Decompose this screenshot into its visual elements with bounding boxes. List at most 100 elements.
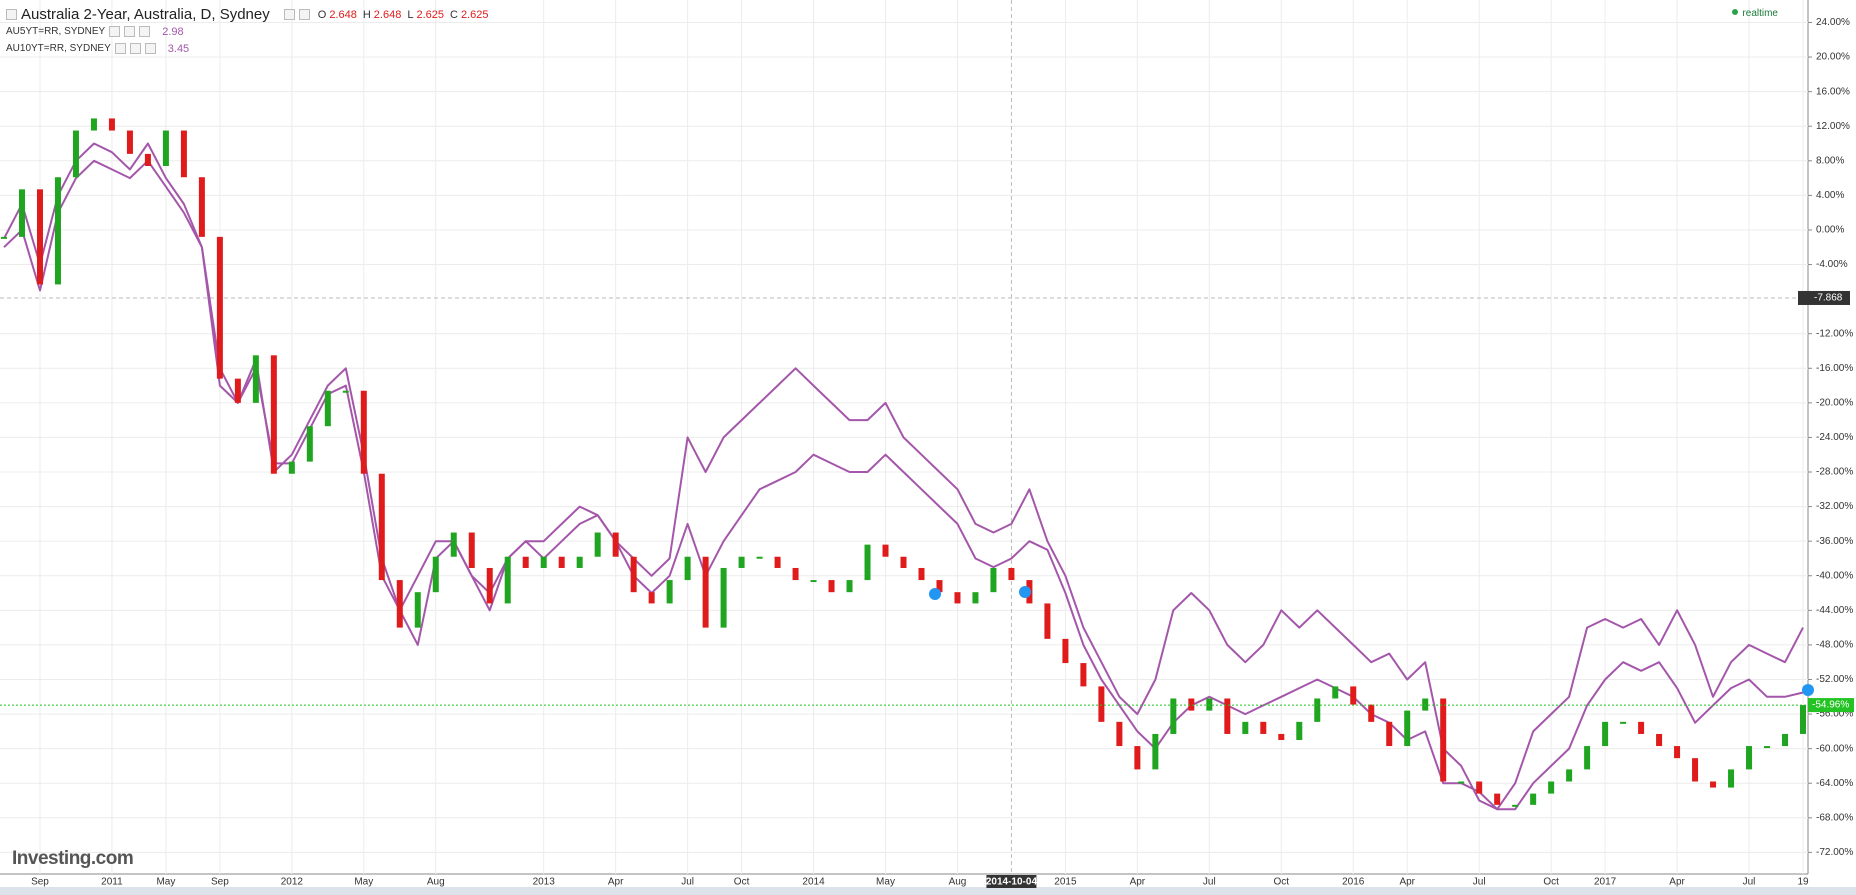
candle [990,567,997,593]
candle [666,580,673,604]
candle [1332,686,1339,699]
legend-value: 2.98 [162,25,184,38]
close-icon[interactable] [298,9,310,20]
candle [1242,721,1249,734]
y-tick-label: -32.00% [1816,501,1853,512]
legend-name: AU5YT=RR, SYDNEY [6,26,106,37]
candle [468,532,475,568]
candle [1782,733,1789,747]
settings-icon[interactable] [283,9,295,20]
x-tick-label: Apr [1130,877,1146,888]
event-marker[interactable] [1019,586,1031,598]
candle [324,390,331,427]
candle [198,177,205,237]
candle [180,130,187,178]
ohlc-label: C [449,8,458,21]
legend-value: 3.45 [167,42,190,55]
x-tick-label: Aug [949,877,967,888]
y-tick-label: 4.00% [1816,190,1844,201]
x-tick-label: Oct [734,877,750,888]
crosshair-y-label: -7.868 [1814,293,1843,304]
candle [1,236,7,239]
x-tick-label: Apr [1399,877,1415,888]
candle [900,556,907,568]
candle [594,532,601,557]
x-tick-label: 2011 [101,877,123,888]
ohlc: O 2.648 H 2.648 L 2.625 C 2.625 [318,9,492,21]
candle [18,189,25,237]
legend-icon [124,26,136,37]
candle [630,556,637,593]
chart-title: Australia 2-Year, Australia, D, Sydney [21,6,270,23]
series-line [3,142,1804,811]
y-tick-label: -36.00% [1816,536,1853,547]
candle [1602,721,1609,747]
y-tick-label: 12.00% [1816,121,1850,132]
ohlc-value: 2.625 [460,8,489,21]
candle [270,355,277,474]
candle [828,580,835,593]
candle [1386,721,1393,747]
candle [1188,698,1195,711]
candle [126,130,133,154]
y-tick-label: -20.00% [1816,397,1853,408]
candle [234,378,241,403]
candle [360,390,367,474]
x-tick-label: 19 [1797,877,1809,888]
candle [36,189,43,285]
candle [54,177,61,285]
candle [648,592,655,604]
candle [1008,567,1015,581]
event-marker[interactable] [1802,684,1814,696]
x-tick-label: 2013 [533,877,556,888]
candle [864,544,871,581]
collapse-icon[interactable] [6,9,17,20]
marks [1,118,1806,811]
candle [414,592,421,628]
candle [342,390,349,393]
candle [1080,663,1087,687]
candle [432,556,439,593]
series-line [3,159,1804,811]
brand-logo[interactable]: Investing.com [12,848,134,869]
candle [288,461,295,474]
x-tick-label: May [354,877,373,888]
y-tick-label: -4.00% [1816,259,1848,270]
x-tick-label: Jul [1473,877,1486,888]
x-tick-label: 2016 [1342,877,1365,888]
candle [1062,638,1069,664]
candle [1260,721,1267,734]
y-tick-label: -48.00% [1816,640,1853,651]
legend-icon [114,43,126,54]
x-tick-label: Aug [427,877,445,888]
candle [90,118,97,131]
candle [756,556,763,559]
y-tick-label: 24.00% [1816,17,1850,28]
candle [1638,721,1645,734]
x-tick-label: Oct [1543,877,1559,888]
candle [558,556,565,568]
candle [1746,746,1753,770]
y-tick-label: -44.00% [1816,605,1853,616]
candle [504,556,511,604]
ohlc-value: 2.648 [373,8,402,21]
x-tick-label: May [156,877,175,888]
candle [936,580,943,593]
y-tick-label: -24.00% [1816,432,1853,443]
overlay: 24.00% 20.00% 16.00% 12.00% 8.00% 4.00% 0.00% -… [0,17,1854,888]
event-marker[interactable] [929,588,941,600]
y-tick-label: 16.00% [1816,86,1850,97]
candle [450,532,457,557]
y-tick-label: -56.00% [1816,709,1853,720]
ohlc-label: H [362,8,371,21]
candle [1224,698,1231,734]
x-tick-label: Jul [681,877,694,888]
legend-icon [139,26,151,37]
candle [954,592,961,604]
candle [918,567,925,581]
candle [1278,733,1285,741]
candle [1440,698,1447,782]
candle [1044,603,1051,639]
y-tick-label: 20.00% [1816,52,1850,63]
